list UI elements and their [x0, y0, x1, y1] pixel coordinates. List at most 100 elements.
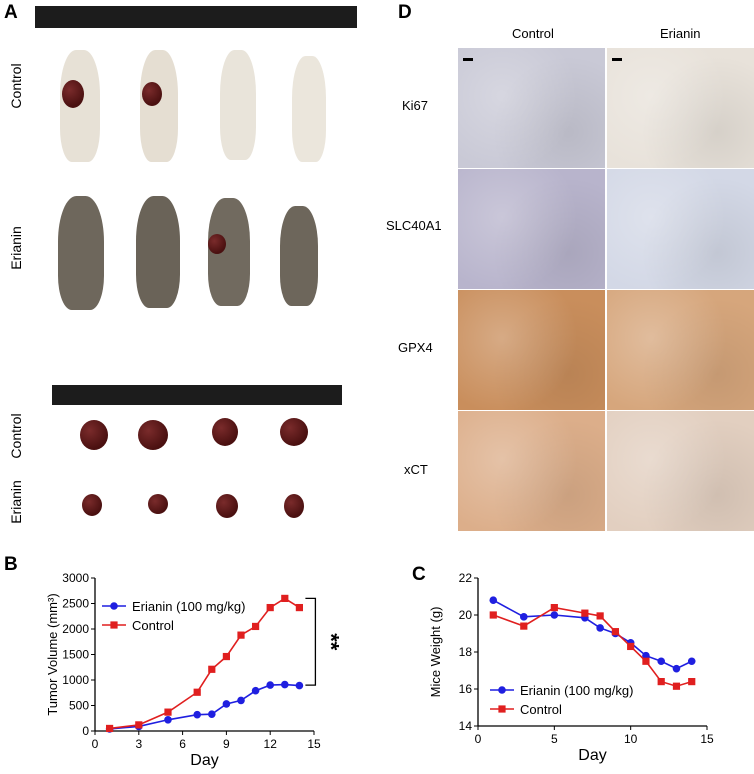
ihc-image-gpx4-erianin	[607, 290, 754, 410]
ihc-row-label-gpx4: GPX4	[398, 340, 433, 355]
legend-marker	[498, 705, 506, 713]
data-point	[550, 611, 559, 619]
y-tick-label: 2000	[62, 622, 89, 636]
y-tick-label: 1500	[62, 648, 89, 662]
legend-marker	[498, 686, 506, 694]
data-point	[581, 609, 589, 617]
data-point	[222, 652, 230, 661]
panel-d-letter: D	[398, 2, 412, 23]
x-axis-label: Day	[190, 752, 218, 769]
data-point	[550, 604, 558, 612]
data-point	[208, 710, 216, 718]
tumor-photo	[280, 418, 308, 446]
ihc-row-label-slc40a1: SLC40A1	[386, 218, 442, 233]
tumor-photo	[284, 494, 304, 518]
data-point	[281, 680, 289, 689]
data-point	[489, 611, 497, 619]
data-point	[627, 642, 635, 651]
tumor-on-mouse	[142, 82, 162, 106]
tumor-photo	[138, 420, 168, 450]
y-tick-label: 2500	[62, 597, 89, 611]
tumor-photo	[212, 418, 238, 446]
mouse-photo	[136, 196, 180, 308]
ruler-bottom	[52, 385, 342, 405]
data-point	[193, 688, 201, 696]
data-point	[164, 715, 172, 724]
mouse-photo	[292, 56, 326, 162]
x-tick-label: 15	[700, 732, 714, 746]
data-point	[222, 700, 231, 708]
x-tick-label: 15	[307, 737, 321, 751]
tumor-row-label-control: Control	[8, 413, 24, 459]
data-point	[520, 613, 528, 621]
tumor-row-label-erianin: Erianin	[8, 480, 24, 524]
data-point	[281, 594, 289, 602]
scale-bar	[612, 58, 622, 61]
data-point	[596, 612, 604, 620]
x-tick-label: 0	[92, 737, 99, 751]
panel-b-letter: B	[4, 554, 18, 575]
chart-c: 14 16 18 20 22 0 5 10 15 Day Mice Weight (g) Eriani…	[428, 571, 714, 764]
tumor-on-mouse	[208, 234, 226, 254]
tumor-photo	[82, 494, 102, 516]
ihc-image-ki67-erianin	[607, 48, 754, 168]
panel-c-letter: C	[412, 564, 426, 585]
y-tick-label: 18	[459, 645, 473, 659]
panel-a-letter: A	[4, 2, 18, 23]
ihc-image-gpx4-control	[458, 290, 605, 410]
mouse-photo	[58, 196, 104, 310]
y-tick-label: 16	[459, 682, 473, 696]
data-point	[596, 624, 604, 632]
y-tick-label: 3000	[62, 571, 89, 585]
chart-b: 0 500 1000 1500 2000 2500 3000 0 3 6 9 12 15 Day Tumor…	[45, 571, 343, 769]
ihc-col-label-control: Control	[512, 26, 554, 41]
ruler-top	[35, 6, 357, 28]
data-point	[251, 686, 260, 695]
x-tick-label: 9	[223, 737, 230, 751]
mouse-photo	[280, 206, 318, 306]
data-point	[208, 665, 216, 673]
mice-row-label-erianin: Erianin	[8, 226, 24, 270]
data-point	[266, 681, 275, 689]
legend-marker	[110, 621, 118, 629]
significance-bracket	[305, 597, 317, 686]
significance-marker: **	[318, 633, 343, 651]
y-tick-label: 1000	[62, 673, 89, 687]
mouse-photo	[220, 50, 256, 160]
data-point	[688, 678, 696, 686]
y-axis-label: Tumor Volume (mm³)	[45, 593, 60, 715]
x-tick-label: 0	[475, 732, 482, 746]
ihc-row-label-xct: xCT	[404, 462, 428, 477]
ihc-col-label-erianin: Erianin	[660, 26, 701, 41]
mouse-photo	[60, 50, 100, 162]
data-point	[164, 708, 172, 716]
x-tick-label: 5	[551, 732, 558, 746]
data-point	[672, 664, 681, 673]
data-point	[237, 696, 245, 705]
legend-label: Control	[520, 702, 562, 717]
ihc-image-ki67-control	[458, 48, 605, 168]
data-point	[687, 657, 696, 666]
data-point	[193, 710, 201, 719]
data-point	[295, 681, 304, 690]
mouse-photo	[140, 50, 178, 162]
x-axis-label: Day	[578, 747, 606, 764]
data-point	[657, 657, 665, 666]
data-point	[489, 596, 498, 604]
ihc-image-xct-control	[458, 411, 605, 531]
data-point	[657, 678, 665, 686]
tumor-photo	[148, 494, 168, 514]
data-point	[642, 657, 650, 665]
data-point	[295, 603, 303, 612]
tumor-photo	[216, 494, 238, 518]
data-point	[106, 724, 114, 733]
x-tick-label: 10	[624, 732, 638, 746]
x-tick-label: 12	[264, 737, 278, 751]
data-point	[237, 631, 245, 639]
scale-bar	[463, 58, 473, 61]
data-point	[266, 603, 274, 612]
y-tick-label: 14	[459, 719, 473, 733]
data-point	[611, 628, 619, 636]
y-axis-label: Mice Weight (g)	[428, 607, 443, 698]
data-point	[520, 622, 528, 630]
